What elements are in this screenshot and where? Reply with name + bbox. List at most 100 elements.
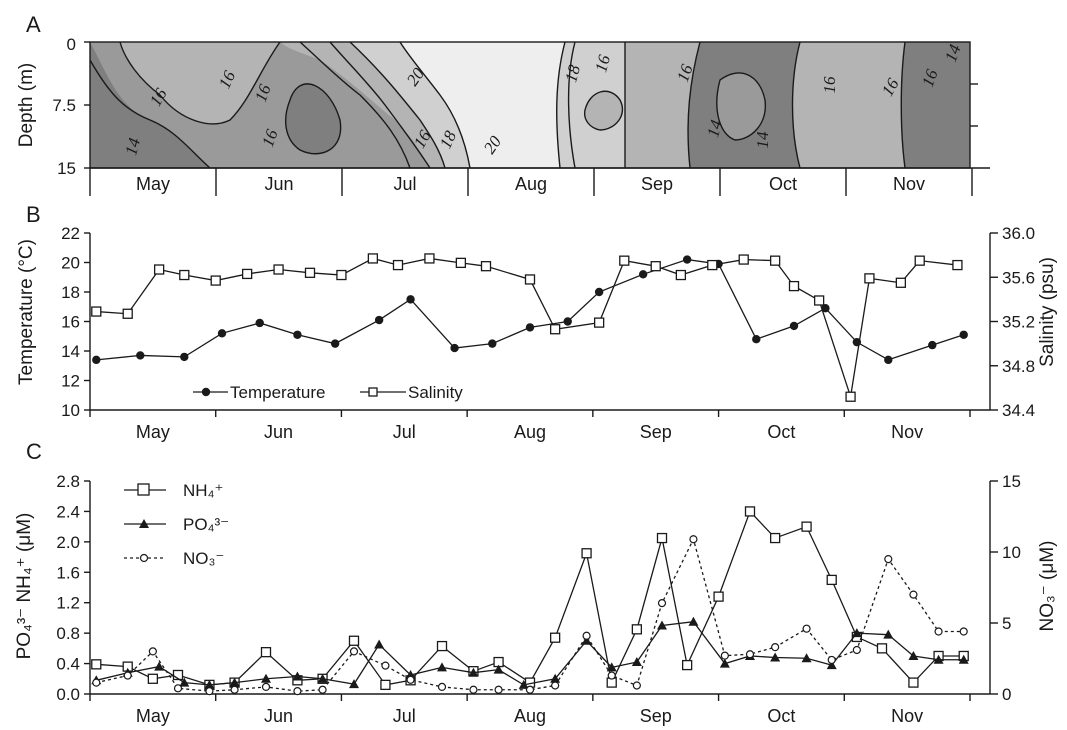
data-point xyxy=(524,274,536,285)
data-point xyxy=(802,624,811,633)
x-tick-label: Nov xyxy=(891,706,923,726)
data-point xyxy=(632,681,641,690)
panel-b: B 10 12 14 16 18 20 22 34.4 34.8 35.2 35.6 36.0 May J… xyxy=(16,202,1058,442)
contour-label: 14 xyxy=(121,135,144,157)
y-tick-label: 2.8 xyxy=(56,472,80,491)
data-point xyxy=(884,554,893,564)
data-point xyxy=(914,255,925,266)
y-tick-label: 22 xyxy=(61,224,80,243)
y-tick-label: 0.4 xyxy=(56,655,80,674)
contour-label: 16 xyxy=(918,66,942,89)
contour-label: 16 xyxy=(251,81,275,104)
data-point xyxy=(681,659,693,671)
panel-b-y-axis-label: Temperature (°C) xyxy=(16,239,37,385)
contour-region xyxy=(400,42,565,168)
data-point xyxy=(210,275,221,286)
legend-label-temperature: Temperature xyxy=(230,383,325,402)
month-label: Jul xyxy=(393,174,416,194)
data-point xyxy=(657,620,667,630)
data-point xyxy=(934,627,943,636)
y-tick-label: 2.4 xyxy=(56,502,80,521)
data-point xyxy=(745,650,755,659)
contour-region xyxy=(625,42,700,168)
data-point xyxy=(631,657,642,667)
x-tick-label: May xyxy=(136,706,170,726)
data-point xyxy=(455,257,467,269)
data-point xyxy=(876,643,888,654)
y2-tick-label: 35.2 xyxy=(1002,313,1035,332)
contour-region xyxy=(584,91,623,130)
panel-a-y-tick-label: 0 xyxy=(67,35,76,54)
data-point xyxy=(91,659,102,670)
data-point xyxy=(230,685,239,694)
panel-a-letter: A xyxy=(26,12,41,37)
data-point xyxy=(631,624,643,635)
panel-a-y-ticks xyxy=(84,41,978,169)
contour-line xyxy=(687,41,701,169)
data-point xyxy=(493,664,504,674)
data-point xyxy=(581,635,592,645)
y-tick-label: 12 xyxy=(61,372,80,391)
data-point xyxy=(380,679,391,691)
y2-tick-label: 0 xyxy=(1002,685,1011,704)
y2-tick-label: 10 xyxy=(1002,543,1021,562)
data-point xyxy=(769,532,781,544)
contour-region xyxy=(120,42,280,124)
x-tick-label: Sep xyxy=(640,706,672,726)
data-point xyxy=(374,639,385,649)
data-point xyxy=(91,306,102,317)
data-point xyxy=(122,308,133,319)
panel-a-y-axis-label: Depth (m) xyxy=(16,63,37,147)
panel-c-series xyxy=(91,506,969,696)
series-line xyxy=(96,621,964,686)
data-point xyxy=(638,270,648,279)
data-point xyxy=(179,269,190,281)
data-point xyxy=(437,682,447,692)
legend-marker-no3 xyxy=(139,553,149,563)
legend-label-no3: NO₃⁻ xyxy=(183,549,224,568)
month-label: Aug xyxy=(515,174,547,194)
data-point xyxy=(593,317,605,328)
contour-label: 16 xyxy=(215,68,240,92)
data-point xyxy=(494,685,503,694)
contour-line xyxy=(329,41,431,169)
data-point xyxy=(606,662,617,672)
data-point xyxy=(392,259,404,271)
legend-label-po4: PO₄³⁻ xyxy=(183,515,229,534)
contour-line xyxy=(567,41,576,169)
data-point xyxy=(469,685,478,694)
y-tick-label: 16 xyxy=(61,313,80,332)
legend-marker-po4 xyxy=(139,519,149,528)
panel-c-y2-axis-label: NO₃⁻ (μM) xyxy=(1037,541,1058,632)
y2-tick-label: 36.0 xyxy=(1002,224,1035,243)
panel-a-y-tick-label: 15 xyxy=(57,159,76,178)
data-point xyxy=(424,253,435,264)
panel-c-axes: 0.0 0.4 0.8 1.2 1.6 2.0 2.4 2.8 0 5 10 15 May Jun Jul A… xyxy=(56,472,1021,726)
data-point xyxy=(752,335,761,344)
series-line xyxy=(96,257,958,397)
data-point xyxy=(92,678,101,687)
x-tick-label: Jun xyxy=(264,706,293,726)
data-point xyxy=(851,628,862,638)
contour-label: 14 xyxy=(941,41,965,64)
data-point xyxy=(650,261,661,272)
data-point xyxy=(154,661,165,671)
x-tick-label: Jul xyxy=(393,422,416,442)
data-point xyxy=(883,629,894,639)
data-point xyxy=(147,673,159,684)
y-tick-label: 20 xyxy=(61,254,80,273)
data-point xyxy=(826,574,837,586)
panel-b-letter: B xyxy=(26,202,41,227)
contour-region xyxy=(901,42,970,168)
data-point xyxy=(928,340,937,350)
data-point xyxy=(551,681,560,690)
contour-line xyxy=(716,72,766,141)
data-point xyxy=(813,295,825,306)
data-point xyxy=(292,671,303,681)
panel-c-letter: C xyxy=(26,439,42,464)
data-point xyxy=(959,627,968,636)
data-point xyxy=(801,521,812,532)
contour-region xyxy=(716,72,766,140)
x-tick-label: Aug xyxy=(514,422,546,442)
